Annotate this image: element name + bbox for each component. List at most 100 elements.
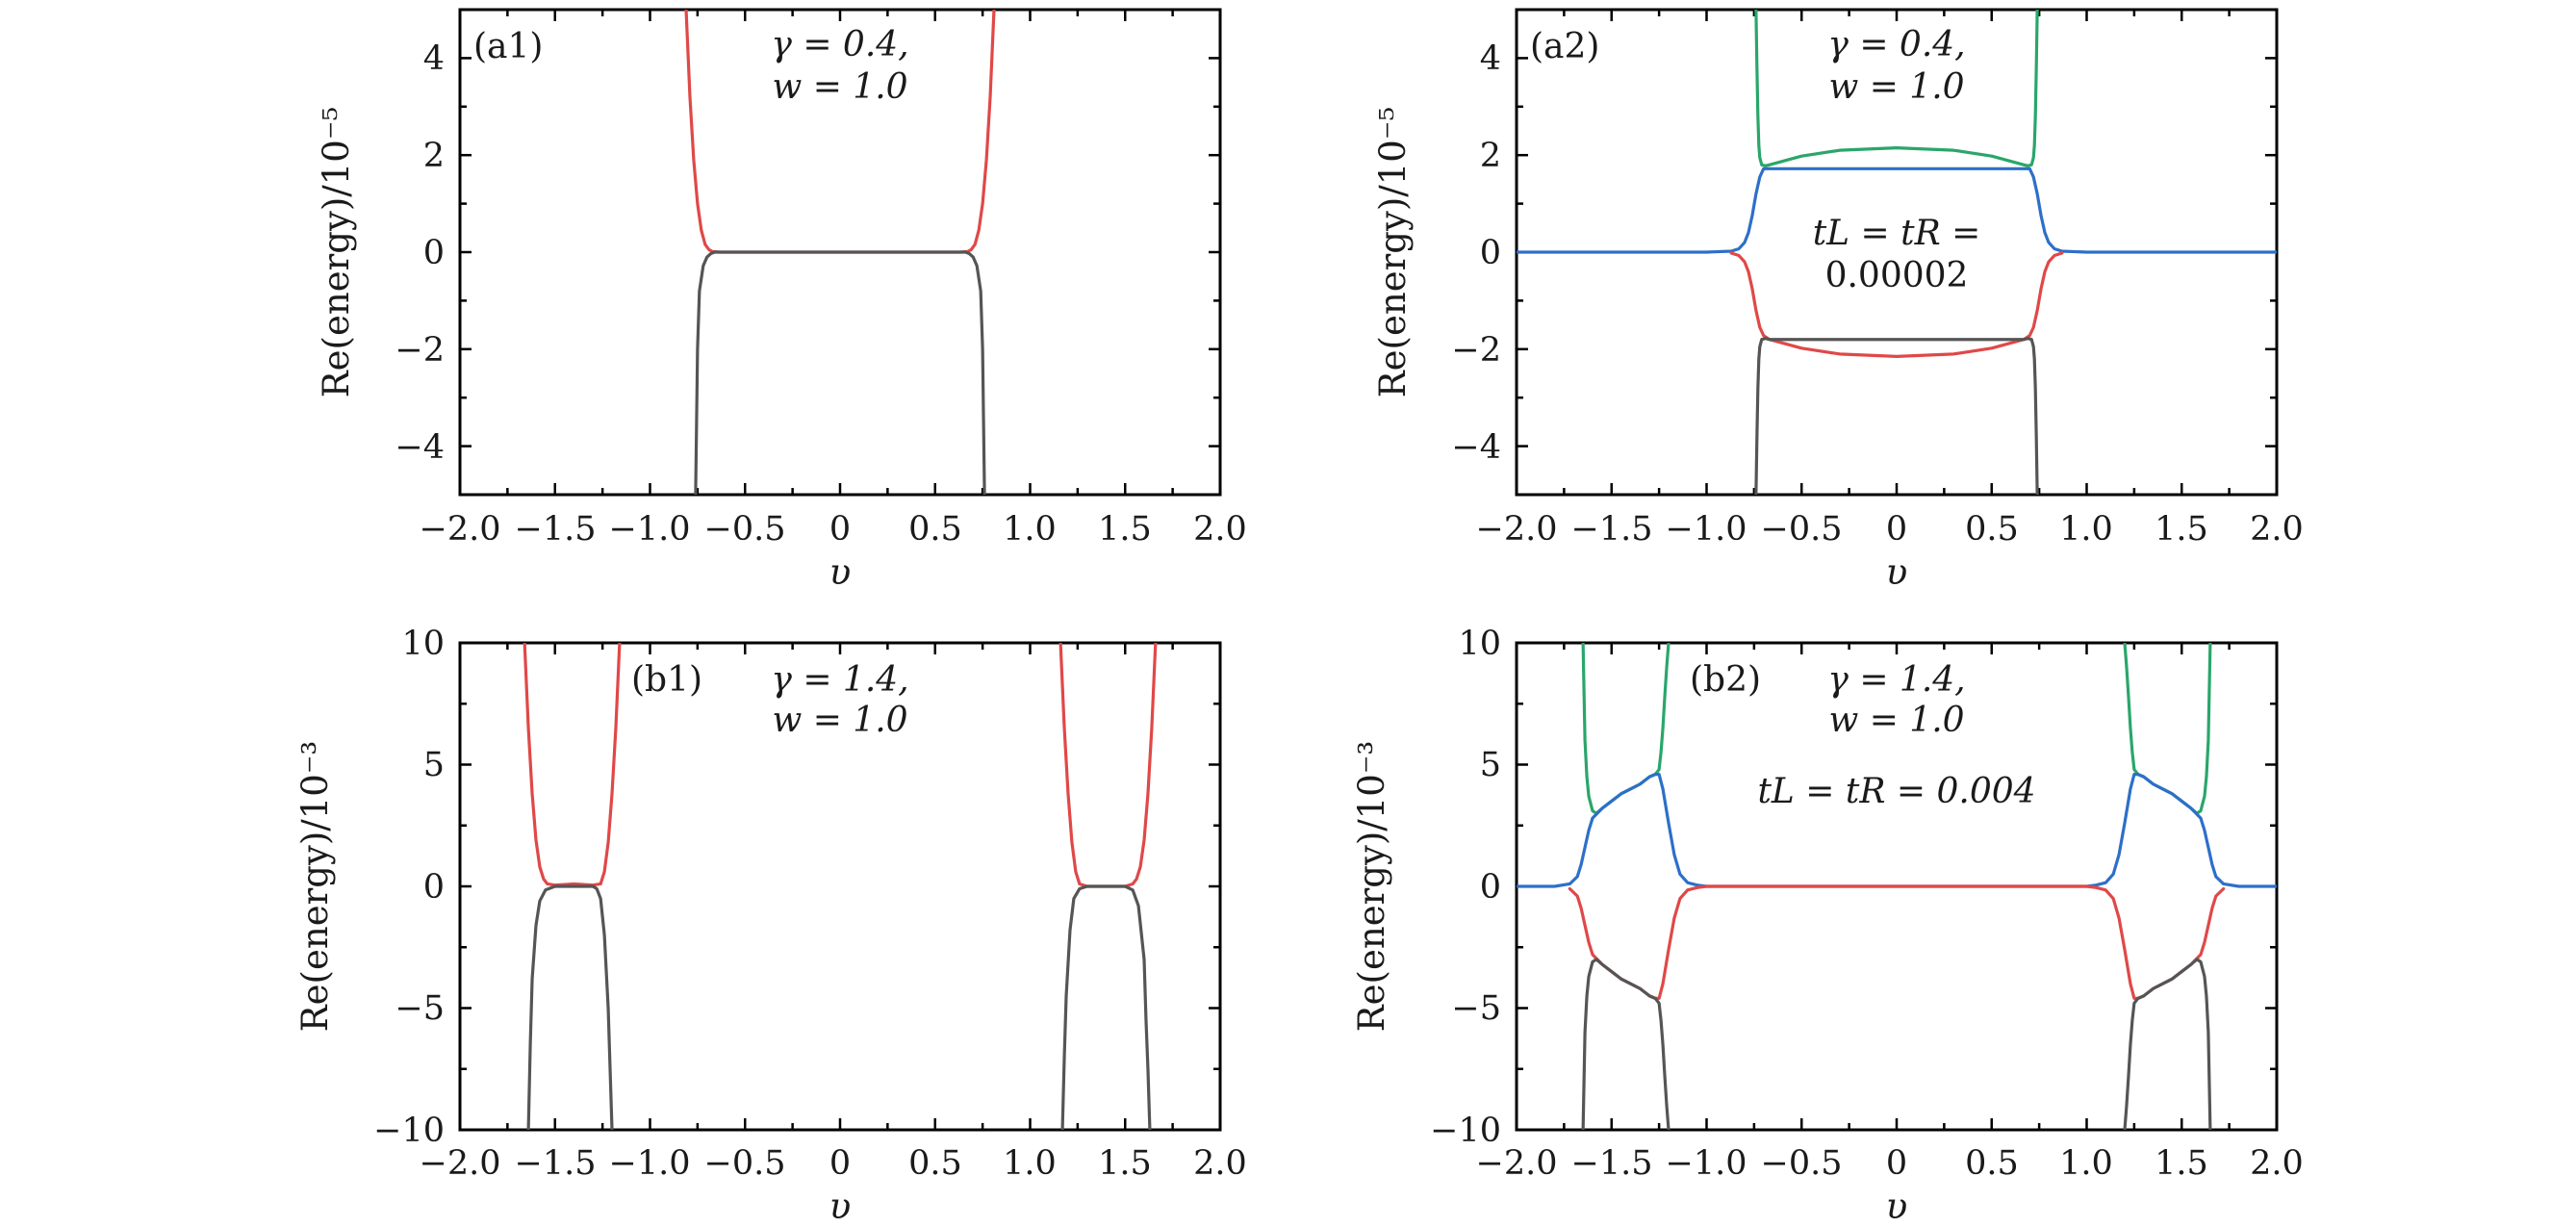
panel-b1: −2.0 −1.5 −1.0 −0.5 0 0.5 1.0 1.5 2.0 −1… [294, 625, 1247, 1227]
y-tick-label: 10 [401, 625, 445, 663]
x-tick-label: 1.0 [2059, 1144, 2113, 1183]
series-line [1581, 958, 1671, 1130]
series-line [2123, 643, 2212, 815]
panel-label: (b2) [1690, 660, 1761, 700]
y-tick-label: −4 [1451, 428, 1501, 467]
x-tick-label: −2.0 [420, 1144, 501, 1183]
series-line [1517, 166, 2277, 254]
panel-label: (b1) [631, 660, 702, 700]
panel-a1: −2.0 −1.5 −1.0 −0.5 0 0.5 1.0 1.5 2.0 −4… [316, 8, 1247, 593]
annotation-line: γ = 1.4, [771, 660, 908, 700]
annotation-line: w = 1.0 [772, 701, 907, 740]
data-series [684, 10, 996, 495]
x-tick-label: −1.5 [1571, 1144, 1653, 1183]
x-axis-label: υ [829, 551, 852, 593]
x-tick-labels: −2.0 −1.5 −1.0 −0.5 0 0.5 1.0 1.5 2.0 [420, 510, 1247, 549]
x-tick-label: −0.5 [1761, 510, 1843, 549]
x-tick-label: −1.5 [515, 1144, 597, 1183]
x-tick-label: −2.0 [420, 510, 501, 549]
y-tick-label: −4 [395, 428, 445, 467]
panel-b2: −2.0 −1.5 −1.0 −0.5 0 0.5 1.0 1.5 2.0 −1… [1351, 625, 2304, 1227]
tick-marks [458, 8, 1222, 497]
y-tick-label: 4 [423, 39, 445, 78]
x-tick-label: −1.5 [515, 510, 597, 549]
coupling-annotation: tL = tR = 0.004 [1757, 772, 2035, 811]
y-axis-label: Re(energy)/10⁻⁵ [1372, 107, 1414, 397]
data-series [523, 643, 1158, 1130]
x-tick-label: −1.0 [1666, 1144, 1747, 1183]
series-line [1581, 643, 1671, 815]
x-tick-label: −2.0 [1476, 1144, 1558, 1183]
x-tick-label: 2.0 [1193, 510, 1247, 549]
x-tick-label: 0 [829, 1144, 851, 1183]
y-tick-label: 0 [1480, 868, 1501, 907]
x-tick-label: 0 [1886, 510, 1907, 549]
coupling-annotation: 0.00002 [1825, 256, 1969, 295]
series-line [1568, 884, 2226, 1000]
x-tick-label: −2.0 [1476, 510, 1558, 549]
y-tick-label: 10 [1458, 625, 1501, 663]
tick-marks [458, 641, 1222, 1132]
y-tick-label: −5 [1451, 989, 1501, 1028]
x-tick-label: 1.5 [1098, 1144, 1152, 1183]
annotation-line: γ = 0.4, [771, 25, 908, 64]
x-tick-label: 0.5 [908, 1144, 962, 1183]
series-line [2123, 958, 2212, 1130]
y-tick-label: 0 [423, 868, 445, 907]
x-tick-label: 2.0 [1193, 1144, 1247, 1183]
x-tick-label: −1.0 [1666, 510, 1747, 549]
y-tick-label: 2 [423, 137, 445, 175]
y-tick-labels: −4 −2 0 2 4 [395, 39, 445, 467]
x-tick-label: −1.5 [1571, 510, 1653, 549]
y-tick-label: −2 [395, 331, 445, 370]
coupling-annotation: tL = tR = [1813, 214, 1981, 253]
panel-label: (a1) [473, 27, 543, 66]
panel-a2: −2.0 −1.5 −1.0 −0.5 0 0.5 1.0 1.5 2.0 −4… [1372, 8, 2304, 593]
series-line [1060, 884, 1152, 1130]
x-axis-label: υ [1886, 1186, 1908, 1227]
x-tick-label: −1.0 [609, 510, 691, 549]
data-series [1517, 643, 2277, 1130]
x-tick-label: 1.0 [2059, 510, 2113, 549]
y-axis-label: Re(energy)/10⁻³ [294, 741, 336, 1032]
x-tick-label: 0 [1886, 1144, 1907, 1183]
x-tick-label: −1.0 [609, 1144, 691, 1183]
x-tick-label: 1.0 [1003, 1144, 1057, 1183]
y-axis-label: Re(energy)/10⁻³ [1351, 741, 1392, 1032]
x-tick-label: 2.0 [2250, 510, 2304, 549]
x-tick-label: −0.5 [704, 1144, 786, 1183]
y-axis-label: Re(energy)/10⁻⁵ [316, 107, 357, 397]
annotation-line: w = 1.0 [772, 67, 907, 107]
x-tick-label: 0.5 [1965, 510, 2019, 549]
tick-marks [1515, 8, 2279, 497]
y-tick-labels: −10 −5 0 5 10 [1430, 625, 1501, 1150]
annotation-line: w = 1.0 [1828, 701, 1964, 740]
tick-marks [1515, 641, 2279, 1132]
y-tick-label: 5 [1480, 746, 1501, 784]
x-tick-label: −0.5 [1761, 1144, 1843, 1183]
x-tick-labels: −2.0 −1.5 −1.0 −0.5 0 0.5 1.0 1.5 2.0 [420, 1144, 1247, 1183]
x-tick-labels: −2.0 −1.5 −1.0 −0.5 0 0.5 1.0 1.5 2.0 [1476, 510, 2304, 549]
x-tick-labels: −2.0 −1.5 −1.0 −0.5 0 0.5 1.0 1.5 2.0 [1476, 1144, 2304, 1183]
x-tick-label: −0.5 [704, 510, 786, 549]
series-line [694, 250, 986, 495]
y-tick-label: −10 [1430, 1112, 1501, 1150]
x-axis-label: υ [1886, 551, 1908, 593]
x-tick-label: 0 [829, 510, 851, 549]
y-tick-labels: −4 −2 0 2 4 [1451, 39, 1501, 467]
y-tick-labels: −10 −5 0 5 10 [373, 625, 445, 1150]
y-tick-label: 0 [1480, 234, 1501, 272]
y-tick-label: −10 [373, 1112, 445, 1150]
y-tick-label: 4 [1480, 39, 1501, 78]
annotation-line: γ = 1.4, [1827, 660, 1965, 700]
data-series [1517, 10, 2277, 495]
y-tick-label: 5 [423, 746, 445, 784]
panel-label: (a2) [1530, 27, 1599, 66]
series-line [523, 643, 622, 887]
x-tick-label: 1.5 [2155, 510, 2208, 549]
x-tick-label: 0.5 [908, 510, 962, 549]
x-tick-label: 1.5 [2155, 1144, 2208, 1183]
annotation-line: w = 1.0 [1828, 67, 1964, 107]
series-line [1058, 643, 1158, 888]
